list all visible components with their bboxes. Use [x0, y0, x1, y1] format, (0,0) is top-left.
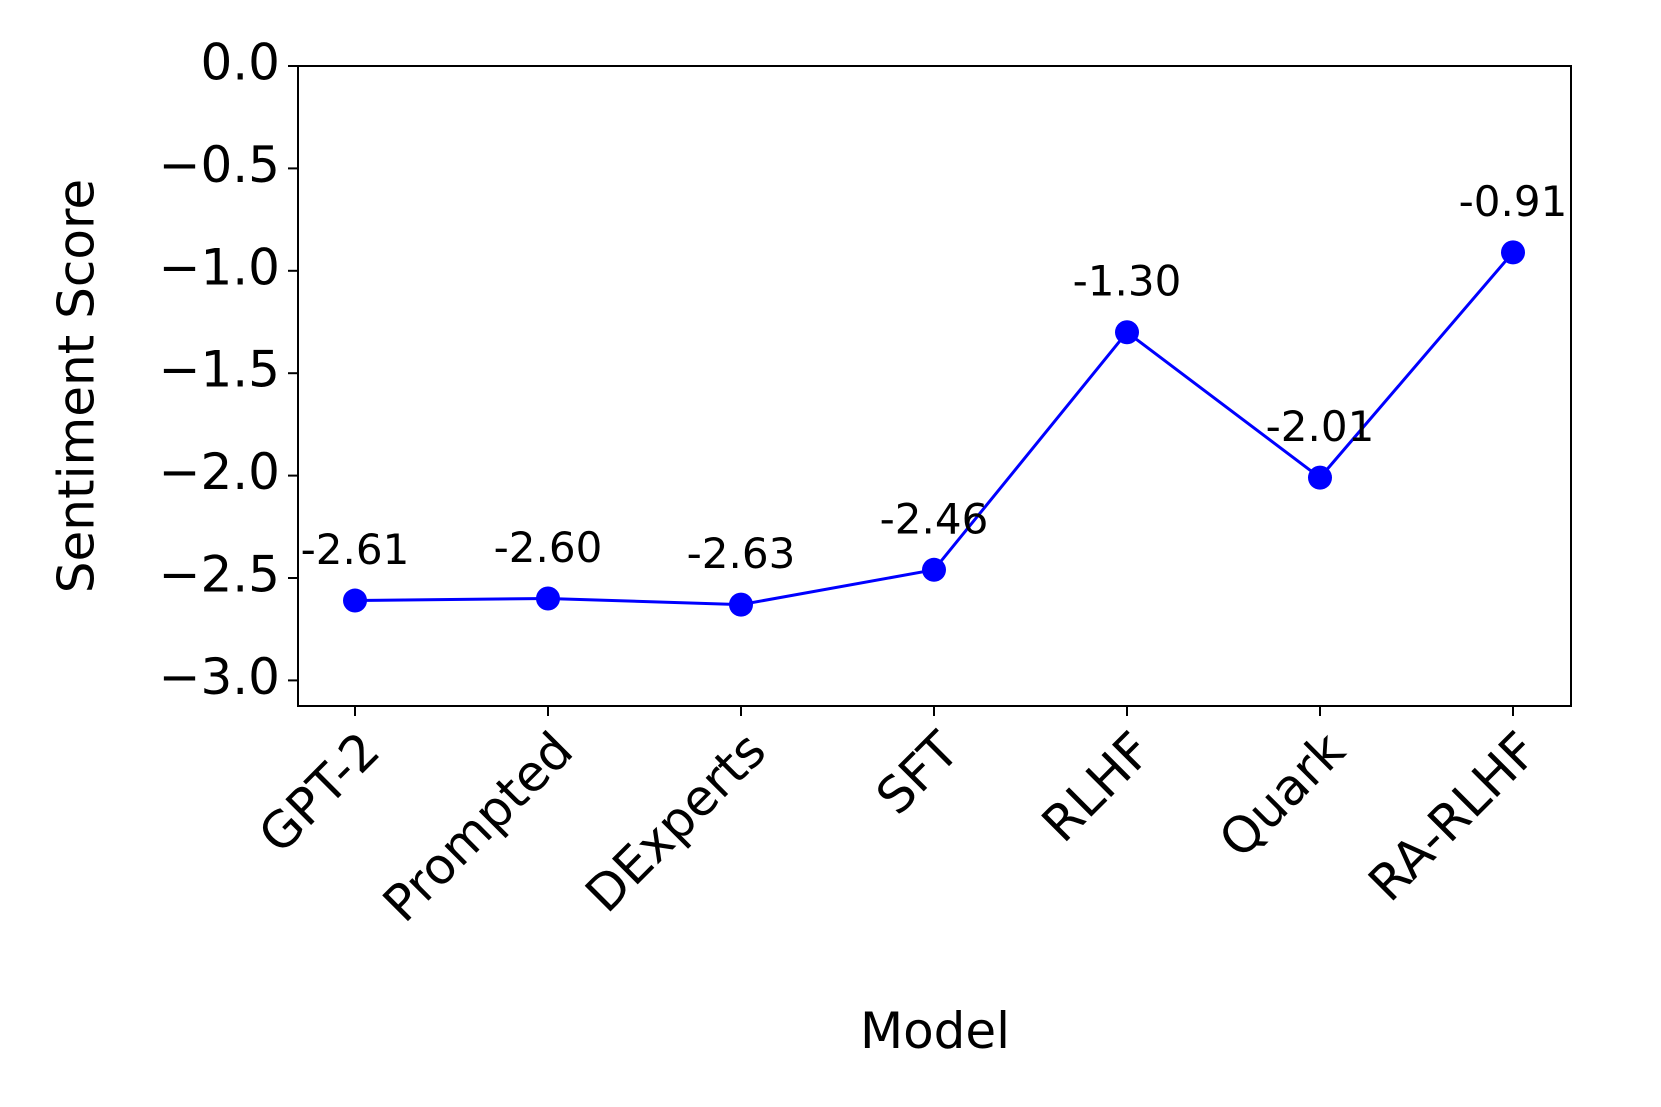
marker	[343, 588, 367, 613]
y-axis-label: Sentiment Score	[48, 179, 106, 593]
y-tick-label: −0.5	[159, 136, 280, 194]
data-label: -1.30	[1073, 257, 1182, 306]
data-label: -2.01	[1266, 402, 1375, 451]
x-tick-label: Quark	[1208, 721, 1356, 869]
plot-frame	[297, 65, 1572, 707]
y-tick-label: −2.0	[159, 443, 280, 501]
marker	[1308, 465, 1332, 490]
y-tick-label: −3.0	[159, 648, 280, 706]
data-label: -2.46	[880, 494, 989, 543]
x-tick-label: DExperts	[575, 721, 778, 924]
x-tick-label: Prompted	[372, 721, 584, 933]
marker	[1501, 240, 1525, 265]
marker	[729, 592, 753, 617]
marker	[922, 557, 946, 582]
x-tick-label: SFT	[865, 721, 970, 826]
data-label: -2.61	[301, 525, 410, 574]
x-tick-label: GPT-2	[248, 721, 391, 864]
y-tick-label: −1.0	[159, 238, 280, 296]
y-tick-label: −2.5	[159, 546, 280, 604]
x-axis-label: Model	[860, 1002, 1010, 1060]
x-tick-label: RLHF	[1031, 721, 1163, 853]
data-label: -2.63	[687, 529, 796, 578]
data-label: -2.60	[494, 523, 603, 572]
marker	[1115, 320, 1139, 345]
y-tick-label: −1.5	[159, 341, 280, 399]
x-tick-label: RA-RLHF	[1358, 721, 1550, 913]
data-label: -0.91	[1459, 177, 1568, 226]
marker	[536, 586, 560, 611]
y-tick-label: 0.0	[200, 34, 280, 92]
